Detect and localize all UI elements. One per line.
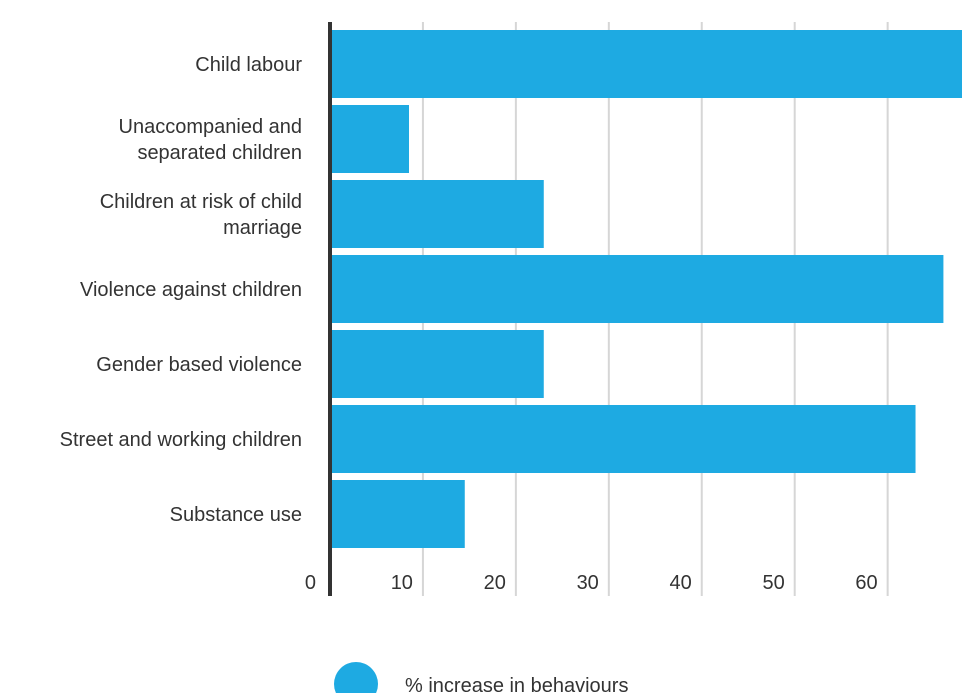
bar [330,105,409,173]
category-labels: Child labour Unaccompanied and separated c… [60,54,303,526]
legend-swatch [334,662,378,693]
x-tick-label: 10 [391,572,413,594]
category-label: Children at risk of child marriage [100,191,302,239]
legend: % increase in behaviours [334,662,628,693]
bar [330,330,544,398]
x-tick-label: 20 [484,572,506,594]
category-label: Substance use [170,504,302,526]
category-label: Child labour [195,54,302,76]
x-tick-labels: 0 10 20 30 40 50 60 [305,572,878,594]
x-tick-label: 60 [855,572,877,594]
bar [330,255,944,323]
category-label: Violence against children [80,279,302,301]
bar [330,30,962,98]
category-label: Unaccompanied and separated children [119,116,302,164]
bar [330,480,465,548]
legend-label: % increase in behaviours [405,675,628,693]
bar [330,180,544,248]
category-label: Street and working children [60,429,302,451]
x-tick-label: 30 [577,572,599,594]
x-tick-label: 0 [305,572,316,594]
bar [330,405,916,473]
bars [330,30,962,548]
category-label: Gender based violence [96,354,302,376]
x-tick-label: 40 [670,572,692,594]
x-tick-label: 50 [762,572,784,594]
